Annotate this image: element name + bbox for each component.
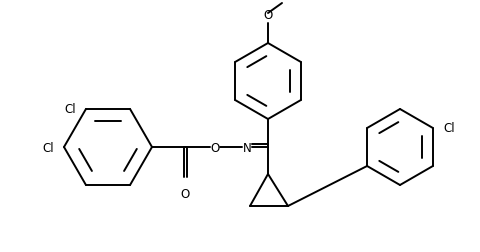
Text: Cl: Cl [64, 103, 76, 116]
Text: O: O [263, 9, 272, 22]
Text: Cl: Cl [442, 122, 454, 135]
Text: N: N [242, 141, 251, 154]
Text: Cl: Cl [42, 141, 54, 154]
Text: O: O [180, 187, 189, 200]
Text: O: O [210, 141, 219, 154]
